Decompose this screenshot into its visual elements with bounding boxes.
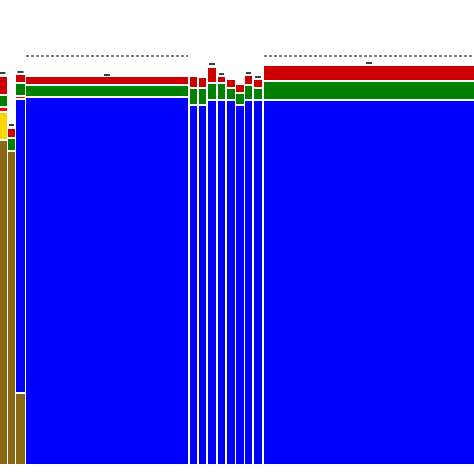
overlay-group — [0, 55, 474, 126]
bar-group — [0, 66, 474, 464]
bar-segment-8-s3 — [218, 101, 225, 464]
bar-segment-10-s3 — [236, 106, 244, 464]
bar-segment-2-s1 — [8, 152, 15, 464]
bar-segment-2-s6 — [8, 129, 15, 137]
bar-segment-9-s3 — [227, 101, 235, 464]
bar-segment-3-s1 — [16, 394, 25, 464]
bar-segment-5-s3 — [190, 106, 197, 464]
bar-segment-2-s5 — [8, 139, 15, 150]
bar-segment-5-s6 — [190, 77, 197, 87]
bar-segment-1-s1 — [0, 141, 7, 464]
bar-segment-3-s4 — [16, 97, 25, 98]
bar-segment-1-s2 — [0, 113, 7, 139]
bar-segment-1-s6 — [0, 77, 7, 94]
bar-segment-10-s5 — [236, 94, 244, 104]
bar-segment-1-s4 — [0, 108, 7, 111]
bar-segment-12-s5 — [254, 89, 262, 99]
bar-segment-6-s6 — [199, 78, 206, 87]
bar-segment-8-s6 — [218, 77, 225, 82]
bar-segment-4-s3 — [26, 98, 188, 464]
bar-segment-9-s5 — [227, 89, 235, 99]
bar-segment-8-s5 — [218, 84, 225, 99]
bar-segment-12-s6 — [254, 80, 262, 87]
bar-segment-4-s5 — [26, 86, 188, 96]
bar-segment-12-s3 — [254, 101, 262, 464]
bar-segment-3-s6 — [16, 75, 25, 82]
bar-segment-10-s6 — [236, 85, 244, 92]
bar-segment-7-s5 — [208, 84, 216, 99]
bar-segment-11-s6 — [245, 76, 252, 84]
bar-segment-13-s5 — [264, 82, 474, 99]
bar-segment-7-s6 — [208, 68, 216, 82]
bar-segment-11-s5 — [245, 86, 252, 99]
bar-segment-3-s3 — [16, 100, 25, 392]
bar-segment-3-s5 — [16, 84, 25, 95]
bar-segment-7-s3 — [208, 101, 216, 464]
bar-segment-9-s6 — [227, 80, 235, 87]
bar-segment-1-s5 — [0, 96, 7, 106]
bar-segment-4-s6 — [26, 77, 188, 84]
bar-segment-11-s3 — [245, 101, 252, 464]
bar-segment-13-s3 — [264, 101, 474, 464]
bar-segment-6-s5 — [199, 89, 206, 104]
bar-segment-13-s6 — [264, 66, 474, 80]
bar-segment-6-s3 — [199, 106, 206, 464]
bar-segment-5-s5 — [190, 89, 197, 104]
